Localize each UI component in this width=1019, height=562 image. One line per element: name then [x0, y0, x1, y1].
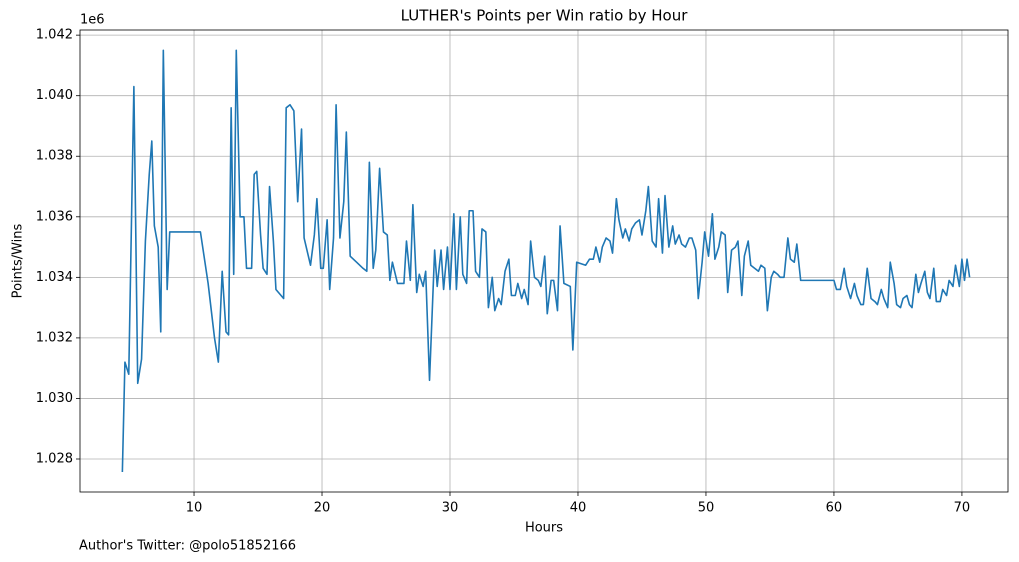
x-tick-label: 60 [826, 501, 843, 516]
y-tick-label: 1.036 [36, 209, 73, 224]
y-axis-label: Points/Wins [11, 223, 26, 298]
y-tick-label: 1.030 [36, 391, 73, 406]
plot-layer [121, 49, 971, 473]
y-tick-label: 1.042 [36, 28, 73, 43]
x-tick-label: 70 [954, 501, 971, 516]
y-tick-label: 1.038 [36, 149, 73, 164]
x-tick-label: 50 [698, 501, 715, 516]
x-tick-label: 20 [314, 501, 331, 516]
x-tick-label: 30 [442, 501, 459, 516]
plot-frame [79, 29, 1009, 493]
x-tick-label: 40 [570, 501, 587, 516]
footer: Author's Twitter: @polo51852166 [79, 539, 296, 554]
y-tick-label: 1.034 [36, 270, 73, 285]
data-line [121, 49, 971, 473]
chart-title: LUTHER's Points per Win ratio by Hour [401, 7, 689, 25]
y-tick-label: 1.028 [36, 452, 73, 467]
x-tick-label: 10 [186, 501, 203, 516]
y-tick-label: 1.040 [36, 88, 73, 103]
offset-label: 1e6 [80, 13, 105, 28]
y-tick-label: 1.032 [36, 330, 73, 345]
x-axis-label: Hours [525, 521, 563, 536]
